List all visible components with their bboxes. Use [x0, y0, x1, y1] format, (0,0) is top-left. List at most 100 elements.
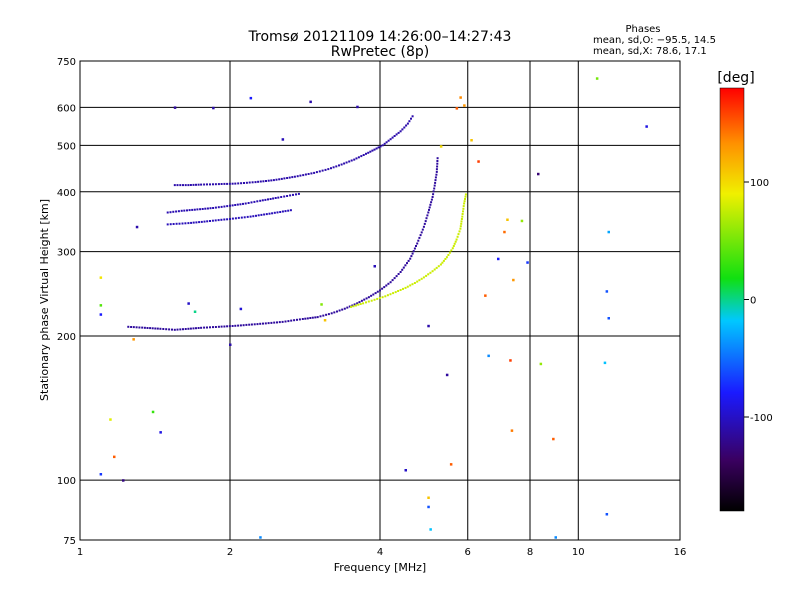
scatter-point — [259, 536, 262, 539]
echo-point — [401, 268, 404, 271]
echo-point — [346, 306, 349, 309]
echo-point — [345, 161, 348, 164]
echo-point — [343, 307, 346, 310]
echo-point — [350, 305, 353, 308]
echo-point — [226, 325, 229, 328]
echo-point — [422, 276, 425, 279]
phase-stats-o: mean, sd,O: −95.5, 14.5 — [593, 35, 716, 46]
echo-point — [387, 282, 390, 285]
echo-point — [173, 328, 176, 331]
echo-point — [279, 211, 282, 213]
echo-point — [267, 179, 270, 182]
echo-point — [252, 215, 255, 218]
echo-point — [296, 175, 299, 178]
echo-point — [432, 193, 435, 196]
echo-point — [292, 193, 294, 196]
scatter-point — [487, 354, 490, 358]
y-tick-label: 750 — [57, 57, 76, 68]
echo-point — [253, 200, 256, 203]
echo-point — [433, 184, 436, 187]
echo-point — [237, 216, 240, 219]
echo-point — [187, 184, 190, 187]
echo-point — [275, 178, 278, 181]
echo-point — [404, 264, 407, 267]
echo-point — [463, 200, 466, 203]
echo-point — [315, 171, 318, 174]
echo-point — [458, 230, 461, 233]
echo-point — [284, 210, 287, 213]
phases-heading: Phases — [625, 24, 660, 35]
echo-point — [256, 323, 259, 326]
echo-point — [462, 207, 465, 210]
echo-point — [280, 177, 283, 180]
echo-point — [270, 179, 273, 182]
echo-point — [262, 180, 265, 183]
echo-point — [360, 155, 363, 158]
scatter-point — [159, 431, 162, 434]
scatter-point — [463, 104, 466, 107]
y-axis-label: Stationary phase Virtual Height [km] — [38, 199, 51, 401]
echo-point — [341, 308, 344, 311]
echo-point — [226, 205, 229, 208]
echo-point — [223, 205, 226, 208]
echo-point — [439, 263, 442, 266]
scatter-point — [526, 261, 529, 264]
echo-point — [192, 183, 195, 186]
echo-point — [175, 210, 178, 213]
scatter-point — [455, 107, 459, 110]
echo-point — [353, 303, 356, 306]
echo-point — [462, 210, 464, 213]
echo-point — [409, 284, 412, 287]
echo-point — [151, 327, 154, 330]
scatter-point — [645, 125, 648, 128]
echo-point — [195, 183, 197, 186]
echo-point — [278, 321, 281, 324]
echo-point — [253, 323, 256, 326]
x-tick-label: 4 — [377, 547, 383, 558]
echo-point — [223, 218, 226, 221]
echo-point — [269, 198, 272, 200]
echo-point — [165, 328, 168, 331]
echo-point — [451, 247, 454, 250]
echo-point — [381, 296, 384, 299]
echo-point — [307, 173, 310, 175]
echo-point — [242, 324, 245, 327]
echo-point — [212, 207, 215, 209]
echo-point — [413, 247, 416, 250]
echo-point — [434, 176, 437, 179]
echo-point — [172, 210, 175, 213]
scatter-point — [99, 473, 103, 476]
echo-point — [428, 206, 431, 209]
echo-point — [234, 204, 237, 206]
echo-point — [441, 261, 444, 264]
echo-point — [186, 209, 188, 212]
scatter-point — [109, 418, 112, 421]
echo-point — [187, 222, 190, 225]
echo-point — [435, 170, 438, 173]
echo-point — [436, 157, 439, 160]
echo-point — [184, 328, 187, 330]
echo-point — [138, 326, 141, 329]
echo-point — [430, 201, 433, 204]
echo-point — [254, 181, 257, 184]
echo-point — [365, 301, 367, 304]
scatter-point — [449, 463, 453, 466]
echo-point — [259, 199, 262, 202]
echo-point — [387, 139, 390, 142]
echo-point — [416, 280, 419, 283]
echo-point — [287, 320, 290, 323]
echo-point — [248, 323, 251, 326]
echo-point — [378, 297, 381, 299]
echo-point — [406, 285, 409, 288]
echo-point — [406, 122, 409, 125]
echo-point — [290, 319, 293, 322]
echo-point — [358, 301, 361, 304]
echo-point — [209, 207, 212, 210]
echo-point — [464, 193, 467, 196]
scatter-point — [151, 410, 155, 414]
colorbar-label: [deg] — [717, 70, 754, 86]
echo-point — [395, 133, 398, 136]
echo-point — [336, 310, 338, 313]
echo-point — [425, 274, 428, 277]
scatter-point — [427, 505, 430, 509]
